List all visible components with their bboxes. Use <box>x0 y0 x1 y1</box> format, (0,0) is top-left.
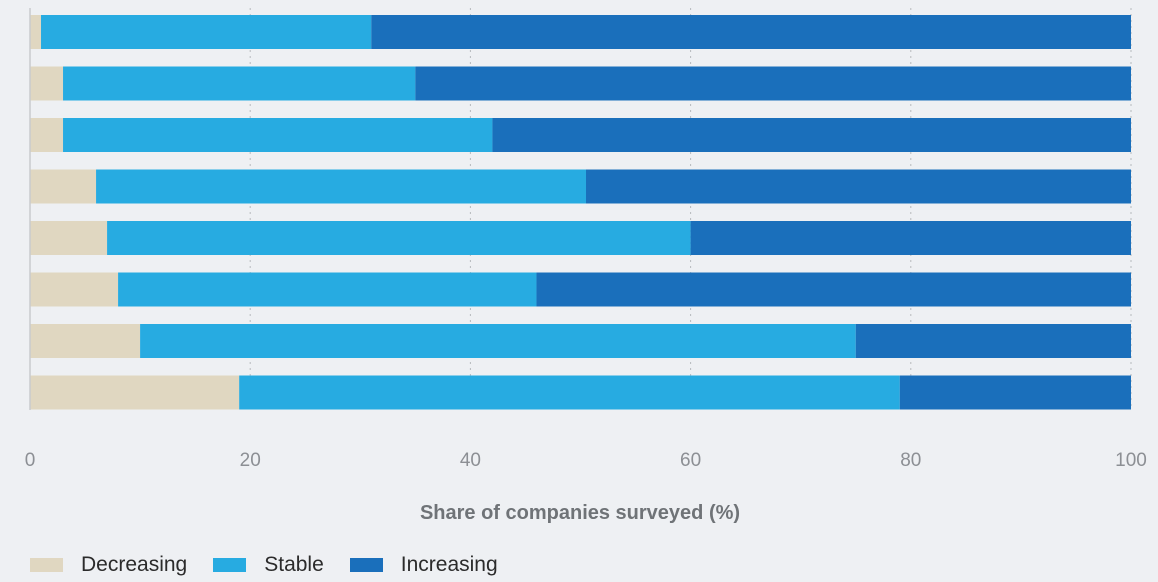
x-tick-label: 100 <box>1115 450 1147 471</box>
x-axis-ticks: 0 20 40 60 80 100 <box>25 450 1147 471</box>
bar-segment-stable <box>96 169 587 204</box>
bar-segment-increasing <box>415 66 1132 101</box>
bar-segment-decreasing <box>30 221 108 255</box>
bar-segment-decreasing <box>30 118 64 152</box>
legend-swatch-stable <box>213 558 247 572</box>
bar-segment-decreasing <box>30 15 42 49</box>
x-tick-label: 0 <box>25 450 36 471</box>
bar-segment-stable <box>63 66 416 101</box>
legend-label-stable: Stable <box>264 553 324 576</box>
bar-segment-increasing <box>536 272 1131 307</box>
legend-label-increasing: Increasing <box>400 553 498 576</box>
bar-segment-decreasing <box>30 324 141 358</box>
x-axis-title: Share of companies surveyed (%) <box>420 502 740 524</box>
legend-item-stable: Stable <box>213 553 324 577</box>
bar-segment-stable <box>140 324 856 358</box>
bar-segment-increasing <box>899 375 1131 410</box>
x-tick-label: 40 <box>460 450 481 471</box>
bar-segment-stable <box>239 375 900 410</box>
bar-segment-increasing <box>690 221 1131 255</box>
bar-segment-decreasing <box>30 375 240 410</box>
bar-segment-increasing <box>371 15 1131 49</box>
bar-segment-increasing <box>492 118 1131 152</box>
x-tick-label: 20 <box>240 450 261 471</box>
bar-segment-decreasing <box>30 169 97 204</box>
bar-segment-stable <box>107 221 691 255</box>
x-tick-label: 80 <box>900 450 921 471</box>
legend-label-decreasing: Decreasing <box>81 553 188 576</box>
legend-swatch-decreasing <box>30 558 63 572</box>
bar-segment-stable <box>118 272 537 307</box>
bars <box>30 15 1132 410</box>
bar-segment-increasing <box>855 324 1131 358</box>
bar-segment-stable <box>63 118 493 152</box>
x-tick-label: 60 <box>680 450 701 471</box>
legend-item-decreasing: Decreasing <box>30 553 187 577</box>
bar-segment-increasing <box>586 169 1131 204</box>
legend-item-increasing: Increasing <box>349 553 498 577</box>
legend-swatch-increasing <box>349 558 383 572</box>
bar-segment-stable <box>41 15 372 49</box>
bar-segment-decreasing <box>30 272 119 307</box>
bar-segment-decreasing <box>30 66 64 101</box>
legend: Decreasing Stable Increasing <box>30 553 524 577</box>
